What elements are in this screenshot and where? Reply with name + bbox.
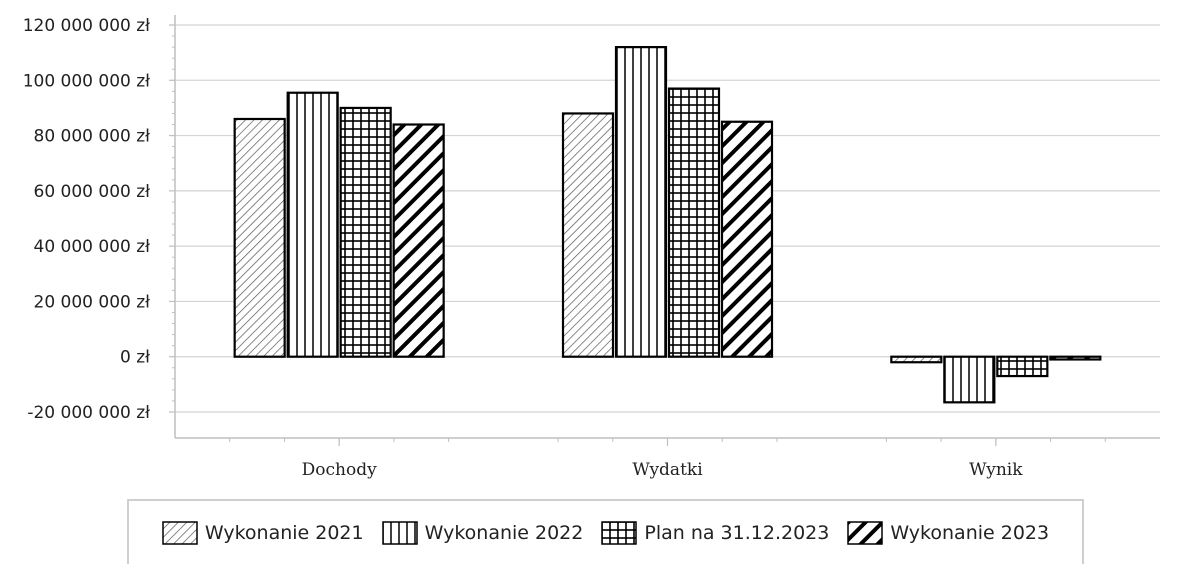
- y-tick-label: 20 000 000 zł: [34, 292, 151, 312]
- legend-swatch-grid: [601, 520, 638, 545]
- legend-swatch-fine-diagonal: [162, 520, 198, 545]
- gridlines: [175, 24, 1160, 413]
- legend: Wykonanie 2021 Wykonanie 2022 Plan na 31…: [127, 499, 1084, 564]
- legend-label: Wykonanie 2023: [890, 521, 1050, 544]
- bar-vertical-stripes: [614, 46, 668, 358]
- y-tick-label: 0 zł: [120, 348, 150, 368]
- legend-label: Wykonanie 2021: [204, 521, 364, 544]
- y-tick-label: 40 000 000 zł: [34, 237, 151, 257]
- y-tick-label: -20 000 000 zł: [27, 403, 150, 423]
- legend-swatch-vertical-stripes: [381, 520, 418, 545]
- bar-bold-diagonal: [720, 120, 774, 358]
- y-tick-label: 80 000 000 zł: [34, 127, 151, 147]
- legend-label: Plan na 31.12.2023: [644, 521, 830, 544]
- bar-grid: [339, 106, 392, 358]
- y-tick-label: 60 000 000 zł: [34, 182, 151, 202]
- bar-vertical-stripes: [286, 91, 339, 358]
- bar-fine-diagonal: [233, 117, 286, 358]
- bar-fine-diagonal: [561, 112, 615, 358]
- legend-item: Wykonanie 2021: [162, 520, 364, 545]
- y-tick-label: 120 000 000 zł: [23, 16, 150, 36]
- legend-item: Wykonanie 2022: [381, 520, 584, 545]
- bar-fine-diagonal: [890, 355, 943, 364]
- legend-item: Plan na 31.12.2023: [601, 520, 830, 545]
- x-axis: Dochody Wydatki Wynik: [175, 437, 1160, 480]
- bar-bold-diagonal: [392, 123, 445, 358]
- bar-chart: -20 000 000 zł 0 zł 20 000 000 zł 40 000 00…: [23, 15, 1160, 480]
- bars: [233, 46, 1102, 404]
- x-tick-label: Wydatki: [632, 460, 703, 480]
- x-tick-label: Dochody: [302, 460, 377, 480]
- bar-grid: [667, 87, 721, 358]
- x-tick-label: Wynik: [969, 460, 1023, 480]
- legend-item: Wykonanie 2023: [847, 520, 1050, 545]
- y-tick-label: 100 000 000 zł: [23, 71, 150, 91]
- legend-swatch-bold-diagonal: [847, 520, 884, 545]
- y-axis: -20 000 000 zł 0 zł 20 000 000 zł 40 000 00…: [23, 15, 176, 438]
- bar-bold-diagonal: [1049, 355, 1102, 361]
- bar-vertical-stripes: [943, 355, 996, 404]
- bar-grid: [996, 355, 1049, 378]
- legend-label: Wykonanie 2022: [424, 521, 584, 544]
